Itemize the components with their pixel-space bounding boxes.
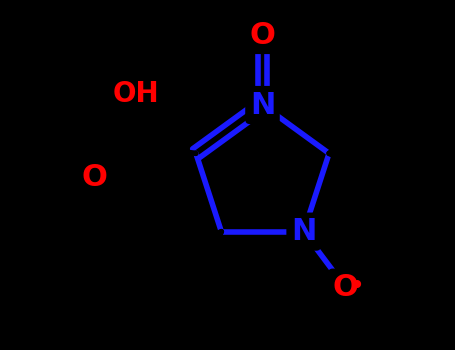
Text: O: O bbox=[81, 163, 107, 193]
Text: O: O bbox=[333, 273, 359, 302]
Text: N: N bbox=[291, 217, 316, 246]
Text: N: N bbox=[250, 91, 275, 119]
Text: •: • bbox=[349, 272, 365, 300]
Text: OH: OH bbox=[113, 80, 160, 108]
Text: O: O bbox=[249, 21, 275, 49]
